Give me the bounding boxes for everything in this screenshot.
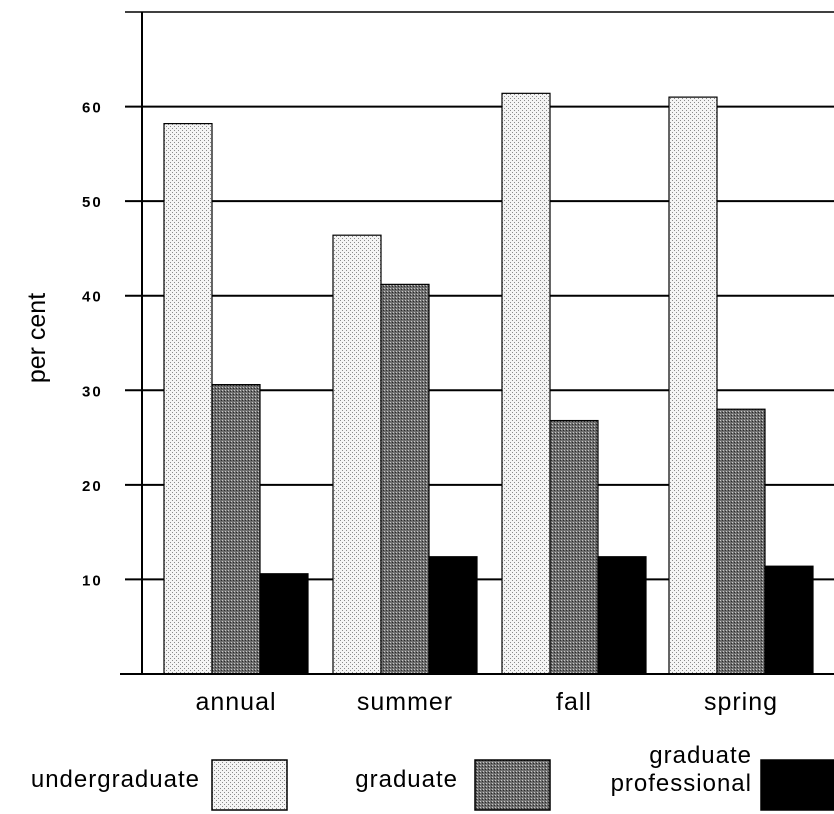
y-tick-label: 60 [82, 100, 103, 117]
y-tick-label: 50 [82, 194, 103, 211]
y-tick-label: 10 [82, 572, 103, 589]
legend-label: undergraduate [31, 766, 200, 793]
bar-graduate-spring [716, 408, 766, 675]
x-tick-label: spring [704, 688, 778, 716]
legend-label: graduate professional [611, 742, 752, 797]
bar-graduate-fall [549, 419, 599, 675]
bars [163, 92, 814, 675]
bar-undergraduate-spring [668, 96, 718, 675]
y-axis-title: per cent [23, 293, 51, 383]
legend-swatch [474, 759, 551, 811]
bar-undergraduate-summer [332, 234, 382, 675]
y-tick-label: 20 [82, 478, 103, 495]
bar-graduate-annual [259, 573, 309, 675]
bar-undergraduate-annual [163, 122, 213, 675]
legend-label: graduate [355, 766, 458, 793]
legend-swatch [211, 759, 288, 811]
axes [120, 12, 834, 675]
legend-label-line: graduate [649, 742, 752, 769]
y-tick-label: 40 [82, 289, 103, 306]
legend-swatch [760, 759, 834, 811]
bar-graduate-fall [597, 556, 647, 675]
x-tick-label: fall [556, 688, 592, 716]
x-tick-label: summer [357, 688, 453, 716]
bar-graduate-summer [428, 556, 478, 675]
y-tick-label: 30 [82, 383, 103, 400]
bar-graduate-spring [764, 565, 814, 675]
x-tick-label: annual [195, 688, 276, 716]
legend-label-line: professional [611, 770, 752, 797]
bar-graduate-summer [380, 283, 430, 675]
bar-graduate-annual [211, 384, 261, 675]
axis-labels: 10 20 30 40 50 60 annual summer fall spring [82, 100, 778, 716]
bar-undergraduate-fall [501, 92, 551, 675]
